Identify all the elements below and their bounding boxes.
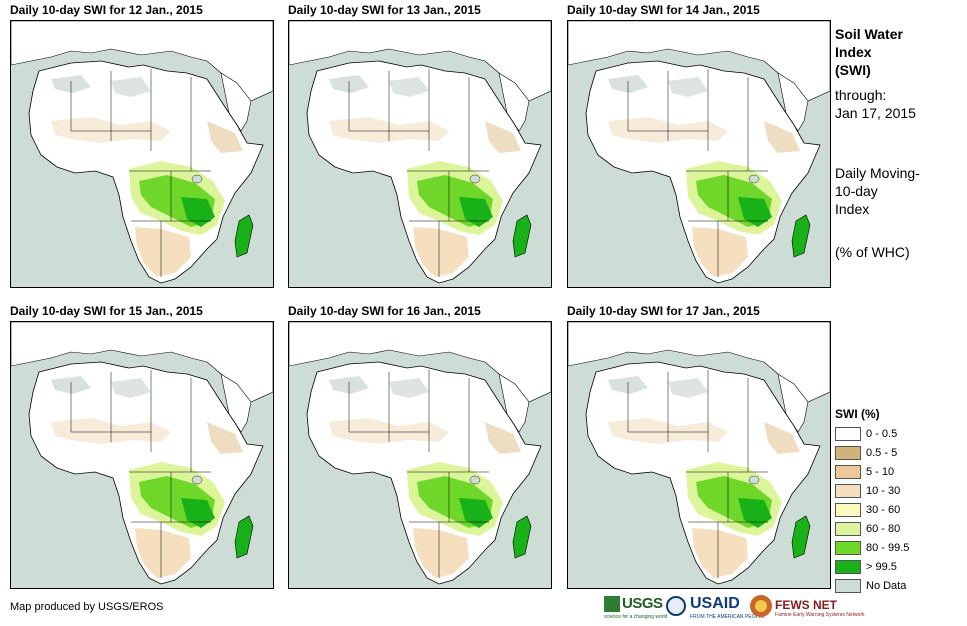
through-date: Jan 17, 2015 [835,105,916,121]
fews-tagline: Famine Early Warning Systems Network [775,612,865,618]
africa-map-image [568,322,830,588]
usgs-wave-icon [604,596,620,612]
swi-map [567,321,831,589]
usaid-tagline: FROM THE AMERICAN PEOPLE [690,614,765,620]
legend-label: 0 - 0.5 [866,428,898,440]
legend-label: 30 - 60 [866,504,901,516]
desc-line1: Daily Moving- [835,165,920,181]
sidebar-through: through: Jan 17, 2015 [835,86,916,122]
sidebar-title: Soil Water Index (SWI) [835,25,903,79]
swi-map [10,20,274,288]
through-label: through: [835,87,887,103]
legend-swatch [835,541,861,555]
africa-map-image [11,21,273,287]
fews-globe-icon [750,595,772,617]
desc-line3: Index [835,201,870,217]
panel-title: Daily 10-day SWI for 13 Jan., 2015 [288,3,481,17]
usaid-seal-icon [666,596,686,616]
logo-strip: USGS science for a changing world USAID … [604,594,865,624]
swi-map [288,321,552,589]
usaid-logo-text: USAID [690,595,740,612]
fews-logo-text: FEWS NET [775,598,837,612]
legend-swatch [835,484,861,498]
swi-map [288,20,552,288]
sidebar-units: (% of WHC) [835,244,910,260]
legend-swatch [835,446,861,460]
desc-line2: 10-day [835,183,878,199]
africa-map-image [11,322,273,588]
legend-swatch [835,503,861,517]
panel-title: Daily 10-day SWI for 14 Jan., 2015 [567,3,760,17]
panel-title: Daily 10-day SWI for 15 Jan., 2015 [10,304,203,318]
legend-swatch [835,427,861,441]
sidebar-title-line3: (SWI) [835,62,871,78]
usaid-logo: USAID FROM THE AMERICAN PEOPLE [666,594,765,622]
legend-swatch [835,560,861,574]
legend-label: > 99.5 [866,561,897,573]
swi-map [10,321,274,589]
africa-map-image [289,21,551,287]
legend-label: 80 - 99.5 [866,542,910,554]
panel-title: Daily 10-day SWI for 17 Jan., 2015 [567,304,760,318]
credit-text: Map produced by USGS/EROS [10,601,164,613]
panel-title: Daily 10-day SWI for 12 Jan., 2015 [10,3,203,17]
sidebar-title-line1: Soil Water [835,26,903,42]
africa-map-image [568,21,830,287]
africa-map-image [289,322,551,588]
legend-swatch [835,465,861,479]
usgs-logo: USGS science for a changing world [604,594,667,622]
legend-label: 10 - 30 [866,485,901,497]
usgs-tagline: science for a changing world [604,614,668,620]
sidebar-description: Daily Moving- 10-day Index [835,164,920,218]
swi-map [567,20,831,288]
legend-label: No Data [866,580,907,592]
sidebar-title-line2: Index [835,44,872,60]
legend-label: 60 - 80 [866,523,901,535]
panel-title: Daily 10-day SWI for 16 Jan., 2015 [288,304,481,318]
legend-title: SWI (%) [835,407,880,421]
usgs-logo-text: USGS [622,595,663,612]
legend-label: 0.5 - 5 [866,447,898,459]
legend-swatch [835,522,861,536]
legend-label: 5 - 10 [866,466,895,478]
fews-net-logo: FEWS NET Famine Early Warning Systems Ne… [750,594,865,622]
legend-swatch [835,579,861,593]
